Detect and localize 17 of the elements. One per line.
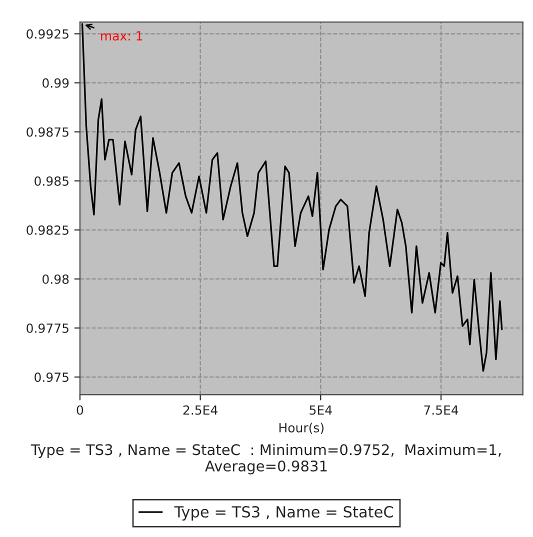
x-axis-title: Hour(s) — [279, 422, 324, 434]
y-tick-label: 0.98 — [42, 274, 69, 284]
x-tick-label: 2.5E4 — [183, 405, 218, 415]
x-tick-label: 7.5E4 — [424, 405, 458, 415]
y-tick-label: 0.9825 — [26, 225, 68, 235]
x-tick-label: 5E4 — [310, 405, 332, 415]
legend-label: Type = TS3 , Name = StateC — [174, 506, 394, 521]
y-tick-label: 0.9775 — [26, 323, 68, 333]
y-tick-label: 0.99 — [42, 78, 69, 88]
text: Type = TS3 , Name = StateC : Minimum=0.9752, Maximum=1, Average=0.9831 — [30, 444, 501, 474]
line-series — [81, 23, 503, 372]
x-tick-label: 0 — [76, 405, 84, 415]
annotation: max: 1 — [101, 31, 142, 41]
y-tick-label: 0.9875 — [26, 127, 68, 137]
y-tick-label: 0.985 — [34, 176, 68, 186]
y-tick-label: 0.975 — [34, 372, 68, 382]
y-tick-label: 0.9925 — [26, 29, 68, 39]
